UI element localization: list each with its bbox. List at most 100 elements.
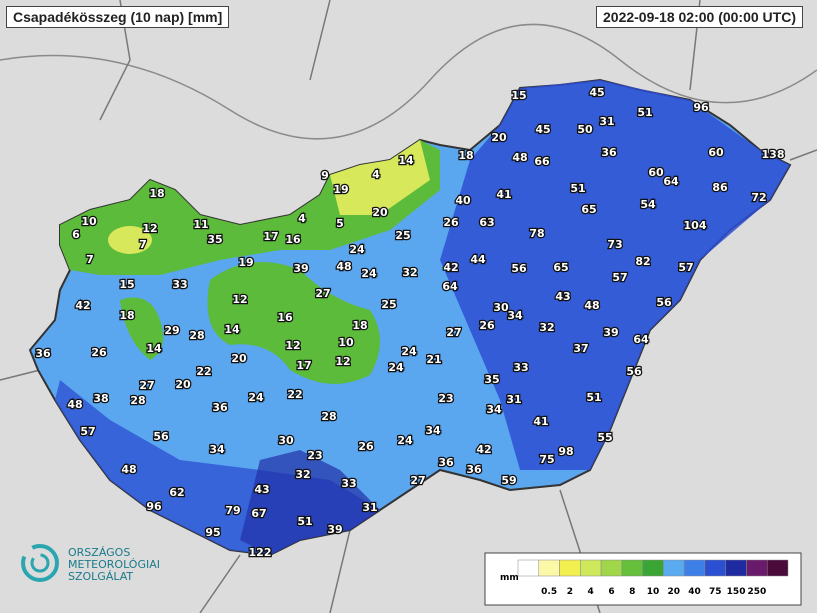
station-value: 67 xyxy=(251,507,266,520)
legend-label: 75 xyxy=(709,587,722,597)
station-value: 51 xyxy=(586,391,601,404)
station-value: 30 xyxy=(278,434,294,447)
station-value: 6 xyxy=(72,228,80,241)
station-value: 17 xyxy=(263,230,278,243)
station-value: 63 xyxy=(479,216,494,229)
border xyxy=(0,23,817,140)
station-value: 79 xyxy=(225,504,240,517)
station-value: 31 xyxy=(362,501,377,514)
station-value: 16 xyxy=(285,233,301,246)
station-value: 64 xyxy=(633,333,649,346)
station-value: 57 xyxy=(612,271,627,284)
station-value: 51 xyxy=(297,515,312,528)
legend-swatch xyxy=(642,559,664,577)
logo-icon xyxy=(21,544,59,582)
station-value: 34 xyxy=(507,309,523,322)
station-value: 56 xyxy=(626,365,642,378)
station-value: 48 xyxy=(584,299,599,312)
legend-swatch xyxy=(683,559,706,577)
station-value: 36 xyxy=(35,347,51,360)
station-value: 98 xyxy=(558,445,573,458)
station-value: 7 xyxy=(139,238,147,251)
station-value: 24 xyxy=(401,345,417,358)
legend-label: 0.5 xyxy=(541,587,557,597)
station-value: 33 xyxy=(172,278,187,291)
station-value: 26 xyxy=(91,346,107,359)
station-value: 24 xyxy=(349,243,365,256)
station-value: 25 xyxy=(381,298,396,311)
region xyxy=(207,262,380,384)
legend-swatch xyxy=(746,559,768,577)
legend-label: 150 xyxy=(727,587,746,597)
station-value: 62 xyxy=(169,486,184,499)
station-value: 54 xyxy=(640,198,656,211)
station-value: 56 xyxy=(511,262,527,275)
station-value: 42 xyxy=(443,261,458,274)
station-value: 35 xyxy=(207,233,222,246)
station-value: 39 xyxy=(293,262,308,275)
station-value: 19 xyxy=(333,183,348,196)
station-value: 27 xyxy=(315,287,330,300)
station-value: 7 xyxy=(86,253,94,266)
station-value: 12 xyxy=(142,222,157,235)
station-value: 43 xyxy=(555,290,570,303)
station-value: 56 xyxy=(656,296,672,309)
station-value: 64 xyxy=(663,175,679,188)
station-value: 38 xyxy=(93,392,108,405)
region xyxy=(330,140,430,215)
station-value: 29 xyxy=(164,324,179,337)
station-value: 24 xyxy=(397,434,413,447)
station-value: 96 xyxy=(146,500,162,513)
station-value: 48 xyxy=(67,398,82,411)
station-value: 12 xyxy=(285,339,300,352)
legend-swatch xyxy=(621,559,643,577)
station-value: 41 xyxy=(496,188,511,201)
station-value: 24 xyxy=(361,267,377,280)
station-value: 24 xyxy=(248,391,264,404)
station-value: 72 xyxy=(751,191,766,204)
station-value: 17 xyxy=(296,359,311,372)
logo: ORSZÁGOS METEOROLÓGIAI SZOLGÁLAT xyxy=(21,544,160,583)
station-value: 45 xyxy=(589,86,604,99)
legend-swatch xyxy=(559,559,581,577)
legend-label: 10 xyxy=(647,587,660,597)
station-value: 66 xyxy=(534,155,550,168)
station-value: 12 xyxy=(232,293,247,306)
station-value: 27 xyxy=(446,326,461,339)
station-value: 78 xyxy=(529,227,544,240)
station-value: 48 xyxy=(121,463,136,476)
station-value: 18 xyxy=(458,149,473,162)
station-value: 22 xyxy=(196,365,211,378)
station-value: 10 xyxy=(81,215,97,228)
logo-icon xyxy=(30,553,50,573)
station-value: 51 xyxy=(570,182,585,195)
legend-unit: mm xyxy=(500,573,519,583)
station-value: 82 xyxy=(635,255,650,268)
station-value: 57 xyxy=(80,425,95,438)
map-title: Csapadékösszeg (10 nap) [mm] xyxy=(6,6,230,28)
legend-label: 6 xyxy=(608,587,614,597)
station-value: 27 xyxy=(410,474,425,487)
station-value: 36 xyxy=(466,463,482,476)
station-value: 4 xyxy=(298,212,306,225)
station-value: 57 xyxy=(678,261,693,274)
station-value: 10 xyxy=(338,336,354,349)
station-value: 65 xyxy=(581,203,596,216)
station-value: 55 xyxy=(597,431,612,444)
station-value: 59 xyxy=(501,474,516,487)
region xyxy=(108,226,152,254)
station-value: 42 xyxy=(476,443,491,456)
station-value: 20 xyxy=(231,352,247,365)
station-value: 51 xyxy=(637,106,652,119)
station-value: 75 xyxy=(539,453,554,466)
legend-label: 2 xyxy=(567,587,573,597)
station-value: 65 xyxy=(553,261,568,274)
station-value: 18 xyxy=(149,187,164,200)
legend-label: 20 xyxy=(668,587,681,597)
station-value: 28 xyxy=(189,329,204,342)
legend-swatch xyxy=(725,559,747,577)
station-value: 23 xyxy=(438,392,453,405)
legend-swatch xyxy=(704,559,726,577)
